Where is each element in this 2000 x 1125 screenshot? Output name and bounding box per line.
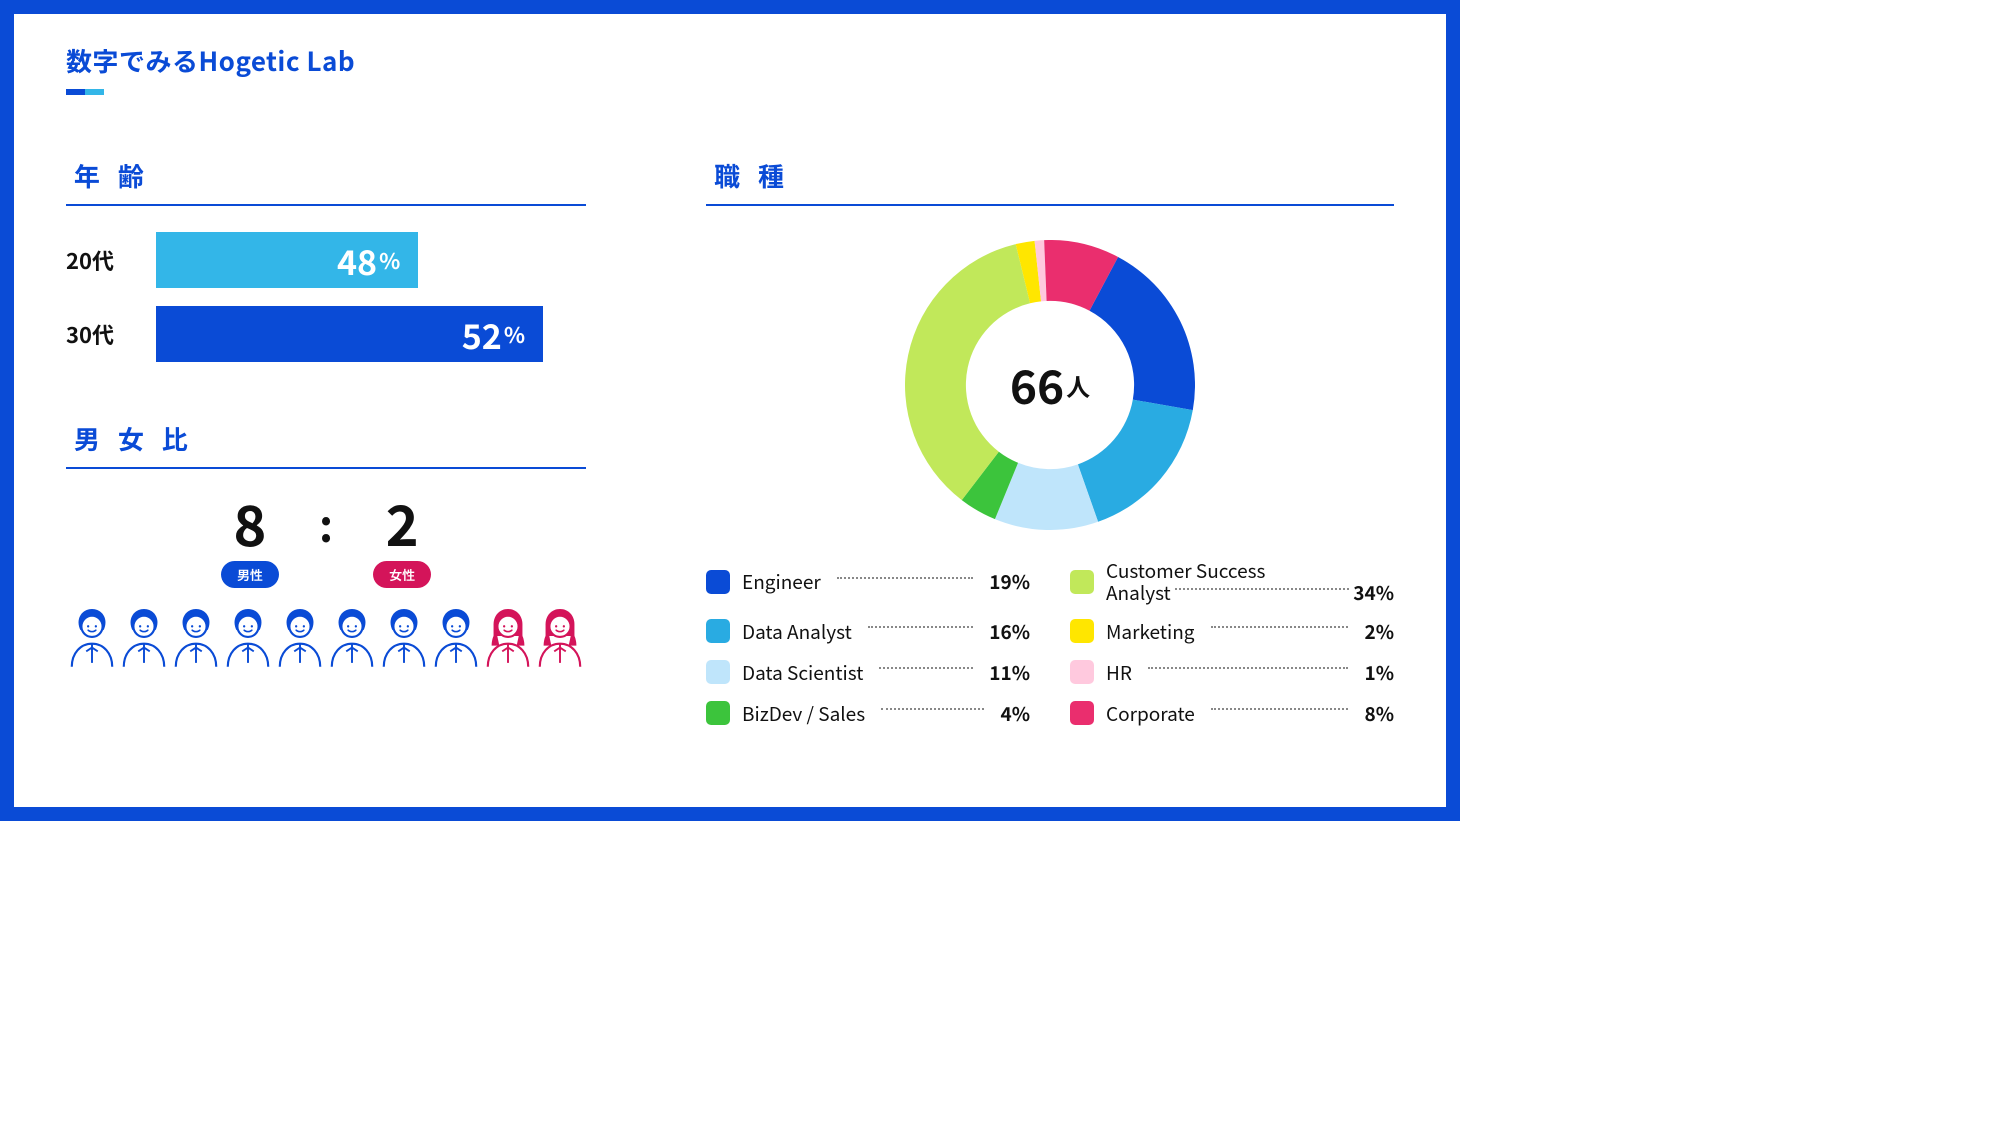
roles-title: 職 種 [706,157,1394,204]
legend-value: 4% [1000,700,1030,727]
person-icon [118,602,170,668]
person-icon [482,602,534,668]
legend-item: HR 1% [1070,659,1394,686]
legend-value: 11% [989,659,1030,686]
legend-value: 19% [989,568,1030,595]
legend-swatch [706,619,730,643]
page-title: 数字でみるHogetic Lab [66,42,1394,79]
legend-swatch [1070,701,1094,725]
female-label-pill: 女性 [373,561,431,588]
legend-label: HR [1106,659,1132,686]
male-value: 8 [221,495,279,551]
legend-swatch [706,570,730,594]
person-icon [222,602,274,668]
person-icon [430,602,482,668]
legend-label: Corporate [1106,700,1195,727]
age-title: 年 齢 [66,157,586,204]
age-section: 年 齢 20代 48% 30代 52% [66,157,586,362]
section-rule [66,467,586,469]
legend-item: Data Scientist 11% [706,659,1030,686]
age-bar: 48% [156,232,418,288]
person-icon [170,602,222,668]
age-bar: 52% [156,306,543,362]
person-icon [534,602,586,668]
male-ratio: 8 男性 [221,495,279,588]
ratio-colon: : [319,495,333,551]
legend-item: Marketing 2% [1070,618,1394,645]
legend-label: Analyst [1106,582,1171,604]
legend-label: Data Analyst [742,618,852,645]
gender-section: 男 女 比 8 男性 : 2 女性 [66,420,586,668]
legend-value: 8% [1364,700,1394,727]
right-column: 職 種 66 人 Engineer19%Customer SuccessAnal… [706,157,1394,727]
male-label-pill: 男性 [221,561,279,588]
donut-center-label: 66 人 [905,240,1195,530]
person-icon [66,602,118,668]
person-icon [326,602,378,668]
legend-value: 16% [989,618,1030,645]
legend-swatch [706,701,730,725]
legend-item: BizDev / Sales 4% [706,700,1030,727]
age-label: 20代 [66,244,138,276]
female-value: 2 [373,495,431,551]
age-bar-row: 20代 48% [66,232,586,288]
legend-label: Engineer [742,568,821,595]
gender-title: 男 女 比 [66,420,586,467]
people-row [66,602,586,668]
legend-item: Corporate 8% [1070,700,1394,727]
legend-label: Data Scientist [742,659,863,686]
title-underline [66,89,104,95]
age-bar-row: 30代 52% [66,306,586,362]
age-label: 30代 [66,318,138,350]
legend-item: Data Analyst 16% [706,618,1030,645]
legend-value: 1% [1364,659,1394,686]
person-icon [378,602,430,668]
donut-chart: 66 人 [905,240,1195,530]
person-icon [274,602,326,668]
legend-value: 34% [1353,582,1394,604]
donut-center-number: 66 [1010,352,1064,418]
roles-legend: Engineer19%Customer SuccessAnalyst34%Dat… [706,560,1394,727]
slide-frame: 数字でみるHogetic Lab 年 齢 20代 48% 30代 52% 男 女 比 … [0,0,1460,821]
legend-swatch [1070,570,1094,594]
donut-wrap: 66 人 Engineer19%Customer SuccessAnalyst3… [706,232,1394,727]
female-ratio: 2 女性 [373,495,431,588]
section-rule [66,204,586,206]
legend-swatch [1070,660,1094,684]
left-column: 年 齢 20代 48% 30代 52% 男 女 比 8 男性 : 2 女性 [66,157,586,727]
legend-item: Engineer 19% [706,560,1030,604]
legend-value: 2% [1364,618,1394,645]
legend-swatch [706,660,730,684]
legend-swatch [1070,619,1094,643]
gender-ratio: 8 男性 : 2 女性 [66,495,586,588]
donut-center-unit: 人 [1066,368,1090,403]
section-rule [706,204,1394,206]
legend-label: BizDev / Sales [742,700,865,727]
legend-label: Marketing [1106,618,1195,645]
legend-item: Customer SuccessAnalyst34% [1070,560,1394,604]
